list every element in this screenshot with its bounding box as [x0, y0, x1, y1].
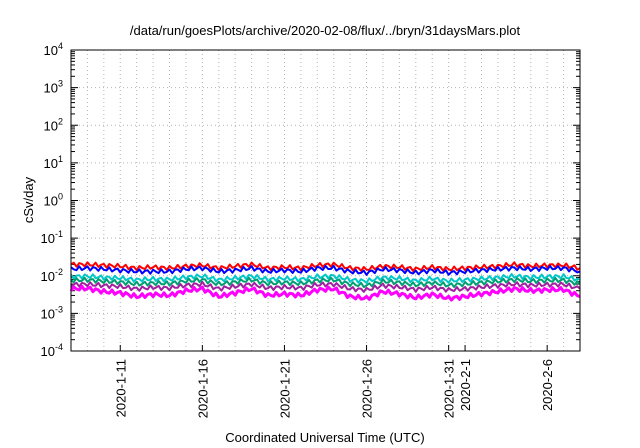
- x-axis-label: Coordinated Universal Time (UTC): [225, 430, 424, 445]
- y-axis: 10-4 10-3 10-2 10-1 100 101 102 103 104: [41, 41, 580, 359]
- y-tick-label: 102: [44, 116, 63, 133]
- x-tick-label: 2020-1-31: [442, 359, 457, 418]
- series-line: [70, 261, 581, 272]
- series-line: [70, 273, 581, 284]
- series-line: [70, 280, 581, 293]
- y-tick-label: 10-4: [41, 342, 63, 359]
- x-tick-label: 2020-2-6: [540, 359, 555, 411]
- y-tick-label: 10-1: [41, 229, 63, 246]
- x-axis: 2020-1-11 2020-1-16 2020-1-21 2020-1-26 2020…: [113, 345, 555, 418]
- x-tick-label: 2020-2-1: [458, 359, 473, 411]
- x-tick-label: 2020-1-11: [113, 359, 128, 417]
- series-line: [70, 276, 581, 289]
- chart-title: /data/run/goesPlots/archive/2020-02-08/f…: [130, 23, 521, 38]
- x-tick-label: 2020-1-16: [195, 359, 210, 418]
- y-tick-label: 10-2: [41, 267, 63, 284]
- y-tick-label: 103: [44, 79, 63, 96]
- plot-frame: [70, 49, 581, 352]
- y-tick-label: 100: [44, 192, 63, 209]
- y-tick-label: 101: [44, 154, 63, 171]
- series-line: [69, 284, 581, 302]
- data-series: [69, 261, 581, 302]
- x-tick-label: 2020-1-26: [360, 359, 375, 418]
- series-line: [70, 264, 581, 276]
- grid: [71, 49, 580, 352]
- y-tick-label: 10-3: [41, 304, 63, 321]
- x-tick-label: 2020-1-21: [277, 359, 292, 418]
- y-axis-label: cSv/day: [21, 176, 36, 223]
- y-tick-label: 104: [44, 41, 63, 58]
